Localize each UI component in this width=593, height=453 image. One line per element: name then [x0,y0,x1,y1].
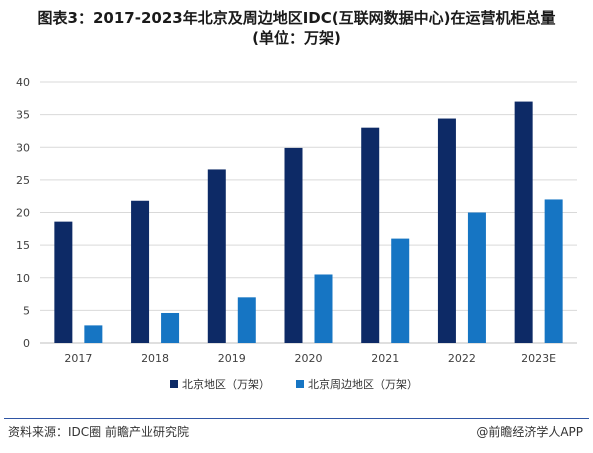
bar-beijing [207,169,226,343]
x-tick-label: 2022 [448,352,476,365]
y-tick-label: 20 [16,207,30,220]
y-tick-label: 35 [16,109,30,122]
bar-surrounding [161,312,180,343]
bar-surrounding [544,199,563,343]
y-tick-label: 5 [23,304,30,317]
footer-divider [4,418,589,419]
y-tick-label: 30 [16,141,30,154]
y-tick-label: 0 [23,337,30,350]
y-axis-ticks: 0 5 10 15 20 25 30 35 40 [16,76,30,350]
source-note: 资料来源：IDC圈 前瞻产业研究院 [8,425,189,439]
y-tick-label: 25 [16,174,30,187]
bar-surrounding [314,274,333,343]
bar-beijing [437,118,456,343]
title-line-1: 图表3：2017-2023年北京及周边地区IDC(互联网数据中心)在运营机柜总量 [37,9,556,27]
x-tick-label: 2019 [218,352,246,365]
x-axis-ticks: 2017 2018 2019 2020 2021 2022 2023E [64,352,556,365]
bar-beijing [361,127,380,343]
bar-surrounding [237,297,256,343]
x-tick-label: 2020 [295,352,323,365]
y-tick-label: 10 [16,272,30,285]
legend-label-beijing: 北京地区（万架） [182,377,270,391]
legend-swatch-surrounding [296,380,304,388]
bar-chart: 0 5 10 15 20 25 30 35 40 2017 2018 2019 2020 2021 202… [16,76,577,391]
chart-title: 图表3：2017-2023年北京及周边地区IDC(互联网数据中心)在运营机柜总量… [0,8,593,48]
x-tick-label: 2021 [371,352,399,365]
bar-surrounding [391,238,410,343]
legend-swatch-beijing [170,380,178,388]
x-tick-label: 2017 [64,352,92,365]
bar-beijing [131,200,150,343]
bar-beijing [514,101,533,343]
title-line-2: (单位：万架) [252,29,341,47]
gridlines [40,81,577,344]
y-tick-label: 40 [16,76,30,89]
bars [54,101,563,343]
legend: 北京地区（万架） 北京周边地区（万架） [170,377,418,391]
bar-beijing [54,221,73,343]
legend-label-surrounding: 北京周边地区（万架） [308,377,418,391]
brand-note: @前瞻经济学人APP [476,425,583,439]
y-tick-label: 15 [16,239,30,252]
x-tick-label: 2023E [521,352,556,365]
bar-surrounding [467,212,486,343]
bar-beijing [284,147,303,343]
bar-surrounding [84,325,103,343]
x-tick-label: 2018 [141,352,169,365]
